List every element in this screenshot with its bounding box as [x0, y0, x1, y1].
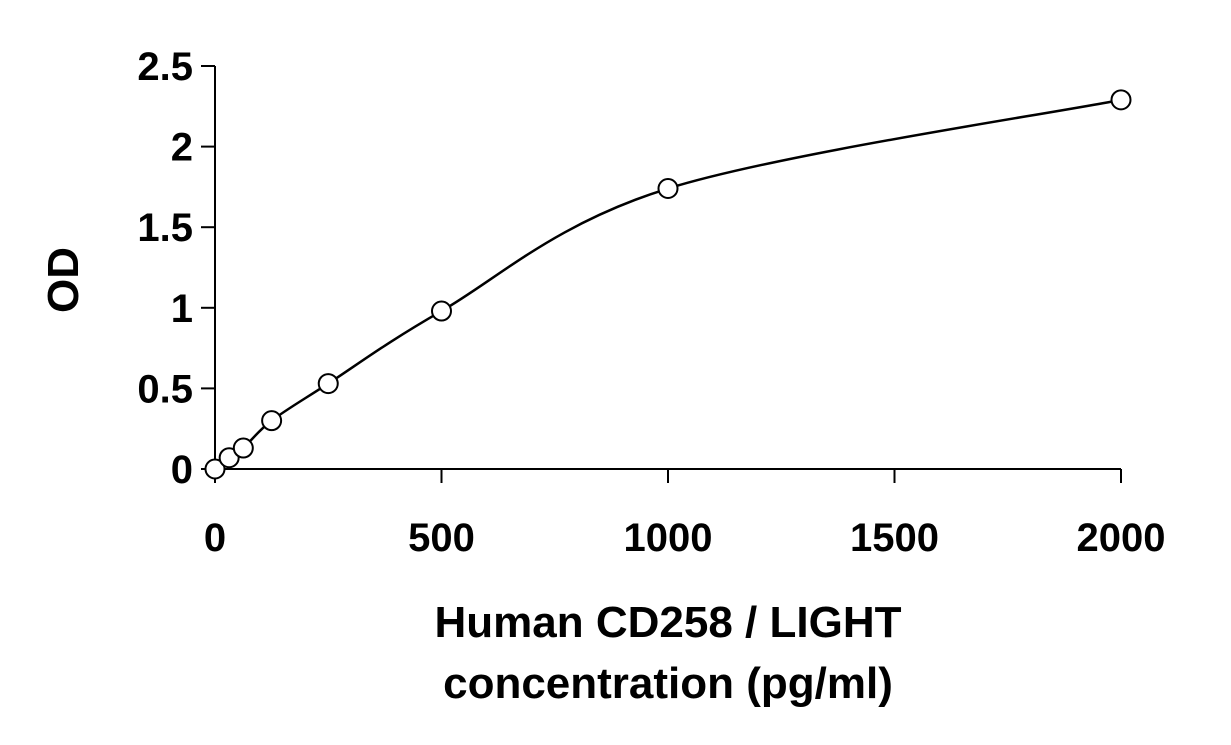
x-axis-title-line-1: Human CD258 / LIGHT [435, 598, 902, 647]
data-point-marker [232, 437, 254, 459]
y-tick-label: 1 [171, 287, 193, 331]
x-tick-label: 1000 [624, 516, 713, 560]
x-tick-label: 2000 [1077, 516, 1166, 560]
y-tick-label: 2 [171, 126, 193, 170]
data-point-marker [261, 410, 283, 432]
data-point-marker [1110, 89, 1132, 111]
y-tick-label: 0.5 [137, 367, 193, 411]
axes [214, 66, 1121, 470]
y-tick-label: 0 [171, 448, 193, 492]
data-point-marker [657, 178, 679, 200]
data-point-marker [317, 373, 339, 395]
y-axis-title: OD [39, 247, 88, 313]
y-ticks: 0 0.5 1 1.5 2 2.5 [137, 45, 215, 492]
x-tick-label: 1500 [850, 516, 939, 560]
data-point-marker [204, 458, 226, 480]
data-point-marker [431, 300, 452, 322]
data-point-marker [218, 447, 240, 469]
y-tick-label: 1.5 [137, 206, 193, 250]
data-points [204, 89, 1132, 480]
x-axis-title-line-2: concentration (pg/ml) [443, 659, 893, 708]
x-tick-label: 0 [204, 516, 226, 560]
fit-curve [214, 98, 1122, 470]
x-ticks: 0 500 1000 1500 2000 [204, 469, 1166, 560]
y-tick-label: 2.5 [137, 45, 193, 89]
x-tick-label: 500 [408, 516, 475, 560]
